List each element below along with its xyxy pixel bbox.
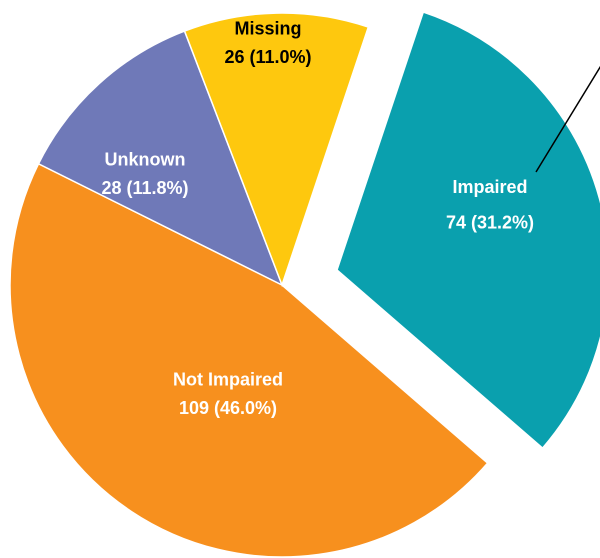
- leader-line: [535, 65, 600, 173]
- labels: Impaired 74 (31.2%) Not Impaired 109 (46.0%…: [101, 18, 534, 418]
- slice-value-label: 74 (31.2%): [446, 212, 534, 232]
- slice-value-label: 26 (11.0%): [224, 47, 311, 67]
- pie-slice: [336, 11, 600, 450]
- pie-slice: [9, 162, 489, 558]
- pie-slice: [183, 12, 370, 288]
- pie: [9, 11, 600, 558]
- slice-label: Not Impaired: [173, 369, 283, 389]
- slice-value-label: 28 (11.8%): [101, 178, 188, 198]
- pie-slice: [37, 30, 284, 287]
- slice-label: Unknown: [105, 149, 186, 169]
- slice-value-label: 109 (46.0%): [179, 398, 277, 418]
- slice-label: Missing: [234, 18, 301, 38]
- slice-label: Impaired: [452, 177, 527, 197]
